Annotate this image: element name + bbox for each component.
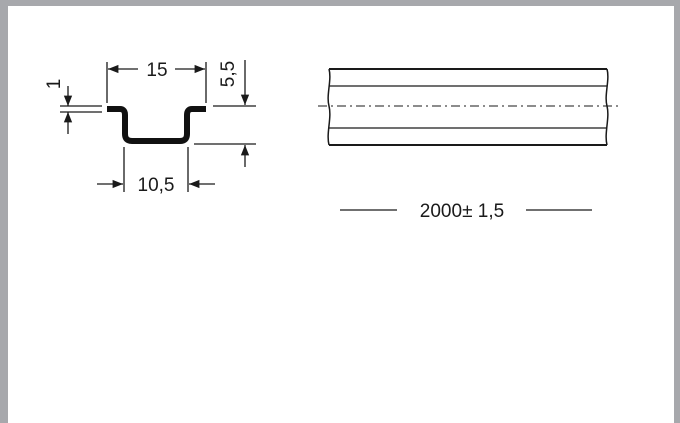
dimension-thickness: 1	[44, 79, 102, 134]
dimension-label-bottom-width: 10,5	[138, 175, 175, 196]
dimension-length: 2000± 1,5	[340, 201, 592, 222]
dimension-bottom-width: 10,5	[97, 147, 215, 196]
dimension-height: 5,5	[194, 60, 256, 167]
break-line-left	[327, 68, 331, 146]
dimension-top-width: 15	[106, 60, 207, 103]
dimension-label-length: 2000± 1,5	[420, 201, 504, 222]
dimension-label-height: 5,5	[218, 61, 239, 87]
rail-profile	[107, 106, 206, 144]
dimension-label-thickness: 1	[44, 79, 65, 90]
profile-outline	[107, 106, 206, 144]
break-line-right	[605, 68, 609, 146]
rail-side-view	[318, 68, 620, 146]
dimension-label-top-width: 15	[146, 60, 167, 81]
